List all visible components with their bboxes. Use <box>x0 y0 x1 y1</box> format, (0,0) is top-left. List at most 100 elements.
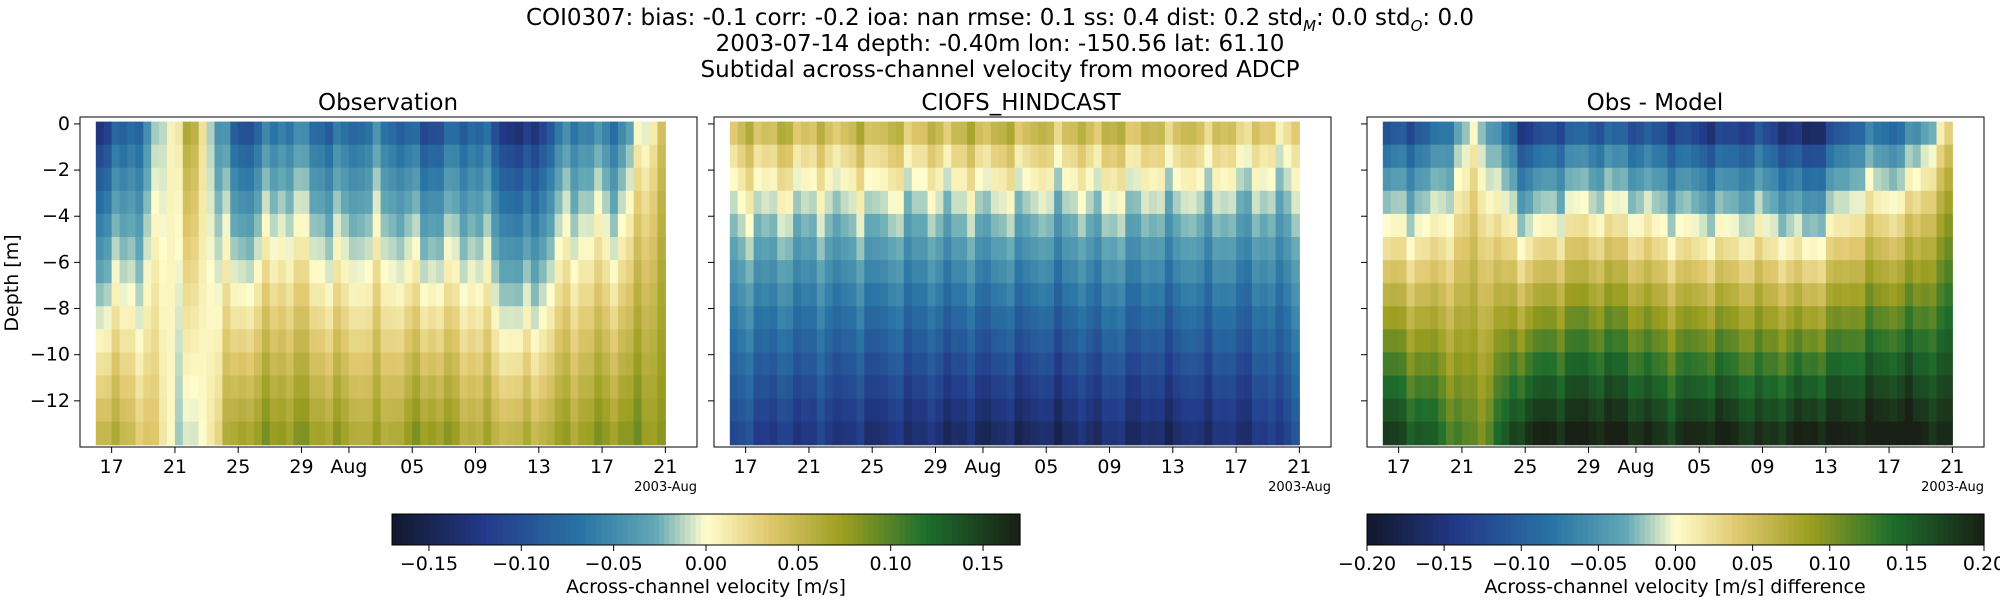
heatmap-cell <box>1014 421 1024 446</box>
heatmap-cell <box>1810 421 1819 446</box>
colorbar-segment <box>1716 514 1723 545</box>
heatmap-cell <box>1070 421 1079 446</box>
heatmap-cell <box>1841 121 1851 146</box>
heatmap-cell <box>729 306 739 330</box>
colorbar-segment <box>1613 514 1620 545</box>
heatmap-cell <box>1556 283 1566 307</box>
heatmap-cell <box>1509 260 1518 284</box>
heatmap-cell <box>1533 283 1542 307</box>
heatmap-cell <box>951 167 960 192</box>
heatmap-cell <box>1659 398 1669 423</box>
colorbar-segment <box>1428 514 1435 545</box>
heatmap-cell <box>1778 283 1787 307</box>
heatmap-cell <box>1770 237 1779 261</box>
heatmap-cell <box>451 329 461 353</box>
heatmap-cell <box>816 121 826 146</box>
heatmap-cell <box>959 329 968 353</box>
heatmap-cell <box>959 167 968 192</box>
heatmap-cell <box>1612 121 1621 146</box>
heatmap-cell <box>586 352 595 377</box>
heatmap-cell <box>1204 144 1213 169</box>
heatmap-cell <box>1164 329 1174 353</box>
heatmap-cell <box>1267 260 1277 284</box>
heatmap-cell <box>1904 421 1914 446</box>
heatmap-cell <box>967 398 976 423</box>
heatmap-cell <box>523 329 532 353</box>
heatmap-cell <box>159 190 168 215</box>
heatmap-cell <box>1485 306 1495 330</box>
heatmap-cell <box>348 237 358 261</box>
heatmap-cell <box>745 237 755 261</box>
heatmap-cell <box>1635 121 1645 146</box>
heatmap-cell <box>1802 190 1811 215</box>
heatmap-cell <box>1469 306 1479 330</box>
heatmap-cell <box>602 375 611 400</box>
heatmap-cell <box>1659 306 1669 330</box>
heatmap-cell <box>1220 167 1229 192</box>
heatmap-cell <box>1509 190 1518 215</box>
heatmap-cell <box>982 190 992 215</box>
heatmap-cell <box>1841 283 1851 307</box>
heatmap-cell <box>301 167 310 192</box>
heatmap-cell <box>238 329 247 353</box>
heatmap-cell <box>1667 213 1677 238</box>
heatmap-cell <box>214 398 223 423</box>
heatmap-cell <box>1548 237 1558 261</box>
heatmap-cell <box>1493 352 1503 377</box>
heatmap-cell <box>625 121 635 146</box>
heatmap-cell <box>753 375 763 400</box>
heatmap-cell <box>1022 352 1031 377</box>
heatmap-cell <box>1204 398 1213 423</box>
heatmap-cell <box>1691 306 1700 330</box>
heatmap-cell <box>420 121 429 146</box>
plot-frame <box>1366 116 1985 448</box>
heatmap-cell <box>1810 375 1819 400</box>
heatmap-cell <box>1691 213 1700 238</box>
heatmap-cell <box>1236 237 1245 261</box>
heatmap-cell <box>641 121 651 146</box>
heatmap-cell <box>499 213 508 238</box>
heatmap-cell <box>95 352 105 377</box>
heatmap-cell <box>285 306 295 330</box>
heatmap-cell <box>1873 306 1882 330</box>
heatmap-cell <box>443 352 453 377</box>
heatmap-cell <box>1683 237 1692 261</box>
heatmap-cell <box>1833 167 1843 192</box>
heatmap-cell <box>1022 421 1031 446</box>
heatmap-cell <box>864 421 873 446</box>
colorbar-segment <box>507 514 513 545</box>
heatmap-cell <box>1564 144 1574 169</box>
heatmap-cell <box>1730 213 1740 238</box>
colorbar-segment <box>899 514 906 545</box>
heatmap-cell <box>1164 306 1174 330</box>
heatmap-cell <box>1912 421 1922 446</box>
colorbar-segment <box>1829 514 1836 545</box>
heatmap-cell <box>1707 329 1716 353</box>
heatmap-cell <box>443 167 453 192</box>
heatmap-cell <box>151 352 160 377</box>
heatmap-cell <box>135 213 144 238</box>
heatmap-cell <box>1643 213 1653 238</box>
heatmap-cell <box>1054 306 1063 330</box>
heatmap-cell <box>1770 167 1779 192</box>
heatmap-cell <box>1054 352 1063 377</box>
heatmap-cell <box>1723 375 1732 400</box>
heatmap-cell <box>769 283 778 307</box>
heatmap-cell <box>396 144 405 169</box>
heatmap-cell <box>737 121 747 146</box>
heatmap-cell <box>1414 213 1423 238</box>
heatmap-cell <box>1794 237 1803 261</box>
heatmap-cell <box>1699 421 1708 446</box>
heatmap-cell <box>459 213 469 238</box>
heatmap-cell <box>1022 398 1031 423</box>
heatmap-cell <box>1414 329 1423 353</box>
heatmap-cell <box>1077 260 1087 284</box>
heatmap-cell <box>1022 375 1031 400</box>
heatmap-cell <box>1517 190 1526 215</box>
heatmap-cell <box>1580 352 1590 377</box>
heatmap-cell <box>975 375 984 400</box>
colorbar-segment <box>1850 514 1857 545</box>
y-axis-label: Depth [m] <box>1 234 23 331</box>
heatmap-cell <box>135 329 144 353</box>
heatmap-cell <box>816 398 826 423</box>
